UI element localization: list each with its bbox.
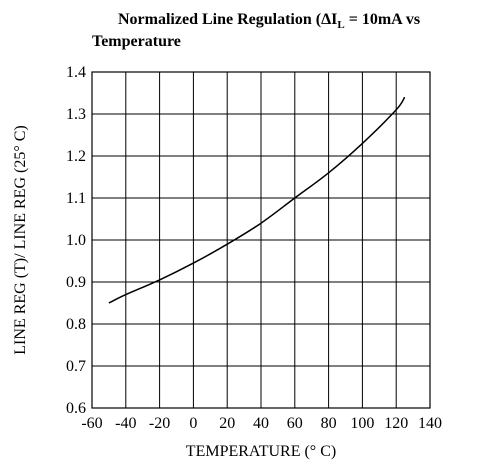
grid	[92, 72, 430, 408]
x-tick-label: -60	[81, 415, 102, 432]
y-axis-label: LINE REG (T)/ LINE REG (25° C)	[12, 125, 29, 354]
y-tick-label: 1.0	[66, 232, 86, 249]
chart-title-line1: Normalized Line Regulation (ΔIL = 10mA v…	[118, 11, 420, 31]
x-tick-labels: -60 -40 -20 0 20 40 60 80 100 120 140	[81, 415, 442, 432]
x-tick-label: 40	[253, 415, 269, 432]
x-tick-label: 0	[189, 415, 197, 432]
y-tick-labels: 0.6 0.7 0.8 0.9 1.0 1.1 1.2 1.3 1.4	[66, 64, 86, 417]
x-tick-label: 80	[321, 415, 337, 432]
y-tick-label: 0.9	[66, 274, 86, 291]
y-tick-label: 0.8	[66, 316, 86, 333]
x-tick-label: -20	[149, 415, 170, 432]
y-tick-label: 1.2	[66, 148, 86, 165]
series-line	[108, 96, 406, 304]
y-tick-label: 0.6	[66, 400, 86, 417]
x-tick-label: 60	[287, 415, 303, 432]
x-axis-label: TEMPERATURE (° C)	[186, 443, 336, 460]
chart-title-suffix: = 10mA vs	[345, 11, 420, 28]
plot-frame	[91, 71, 431, 409]
chart-title-subscript: L	[337, 19, 344, 31]
y-tick-label: 1.1	[66, 190, 86, 207]
y-tick-label: 1.4	[66, 64, 86, 81]
x-tick-label: 100	[350, 415, 374, 432]
x-tick-label: 20	[219, 415, 235, 432]
x-tick-label: 140	[418, 415, 442, 432]
x-tick-label: 120	[384, 415, 408, 432]
chart-title-line2: Temperature	[92, 33, 181, 50]
chart-title-prefix: Normalized Line Regulation (ΔI	[118, 11, 337, 28]
y-tick-label: 1.3	[66, 106, 86, 123]
y-tick-label: 0.7	[66, 358, 86, 375]
x-tick-label: -40	[115, 415, 136, 432]
series-group	[108, 96, 406, 304]
